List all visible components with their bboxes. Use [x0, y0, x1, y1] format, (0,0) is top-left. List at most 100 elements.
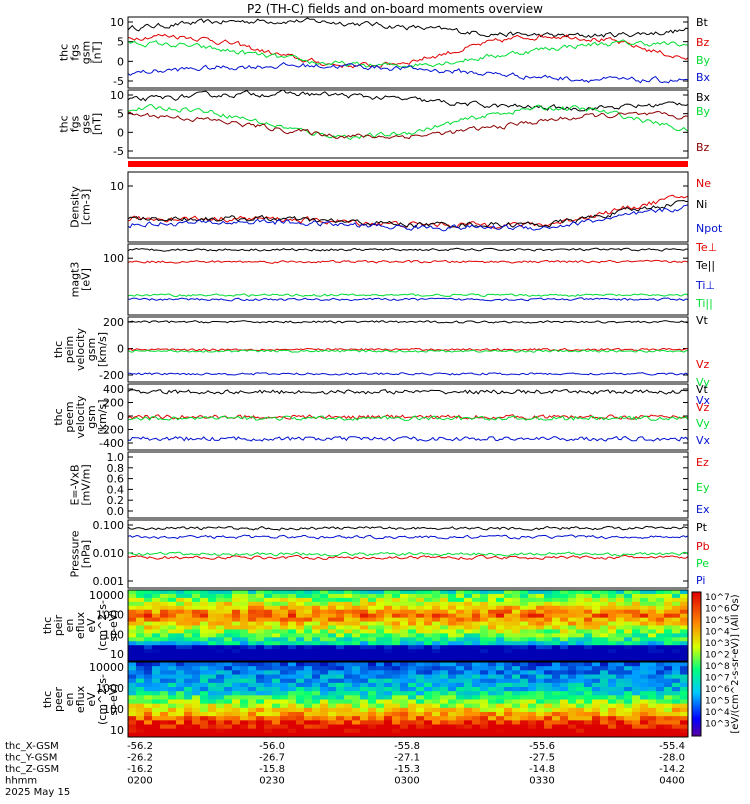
spectrogram-cell	[432, 674, 441, 680]
spectrogram-cell	[376, 687, 385, 692]
spectrogram-cell	[408, 724, 417, 730]
spectrogram-cell	[216, 674, 225, 680]
spectrogram-cell	[488, 645, 497, 650]
spectrogram-cell	[344, 724, 353, 730]
spectrogram-cell	[152, 645, 161, 650]
spectrogram-cell	[392, 645, 401, 650]
spectrogram-cell	[304, 699, 313, 705]
spectrogram-cell	[640, 662, 649, 667]
x-row-label: thc_Z-GSM	[5, 764, 59, 775]
spectrogram-cell	[168, 613, 177, 619]
spectrogram-cell	[504, 649, 513, 654]
spectrogram-cell	[512, 597, 521, 603]
spectrogram-cell	[312, 666, 321, 671]
spectrogram-cell	[520, 682, 529, 688]
spectrogram-cell	[552, 597, 561, 603]
spectrogram-cell	[504, 605, 513, 611]
spectrogram-cell	[552, 625, 561, 630]
spectrogram-cell	[488, 649, 497, 654]
spectrogram-cell	[320, 633, 329, 638]
spectrogram-cell	[400, 666, 409, 671]
spectrogram-cell	[544, 687, 553, 692]
tick-label: 0.6	[107, 473, 125, 486]
spectrogram-cell	[240, 682, 249, 688]
spectrogram-cell	[152, 703, 161, 709]
tick-label: 10000	[89, 661, 124, 674]
spectrogram-cell	[272, 641, 281, 646]
spectrogram-cell	[440, 662, 449, 667]
spectrogram-cell	[592, 629, 601, 634]
spectrogram-cell	[488, 674, 497, 680]
spectrogram-cell	[216, 728, 225, 734]
spectrogram-cell	[520, 720, 529, 725]
spectrogram-cell	[392, 732, 401, 738]
spectrogram-cell	[672, 657, 681, 662]
spectrogram-cell	[296, 657, 305, 662]
spectrogram-cell	[600, 720, 609, 725]
spectrogram-cell	[272, 601, 281, 607]
spectrogram-cell	[560, 695, 569, 700]
spectrogram-cell	[592, 724, 601, 730]
spectrogram-cell	[456, 678, 465, 684]
spectrogram-cell	[592, 695, 601, 700]
spectrogram-cell	[168, 732, 177, 738]
spectrogram-cell	[672, 695, 681, 700]
spectrogram-cell	[280, 649, 289, 654]
spectrogram-cell	[168, 728, 177, 734]
spectrogram-cell	[672, 609, 681, 615]
spectrogram-cell	[416, 732, 425, 738]
spectrogram-cell	[568, 678, 577, 684]
spectrogram-cell	[496, 601, 505, 607]
spectrogram-cell	[672, 597, 681, 603]
spectrogram-cell	[384, 662, 393, 667]
spectrogram-cell	[240, 732, 249, 738]
spectrogram-cell	[632, 605, 641, 611]
spectrogram-cell	[632, 633, 641, 638]
spectrogram-cell	[320, 728, 329, 734]
spectrogram-cell	[576, 703, 585, 709]
tick-label: 100	[103, 252, 124, 265]
spectrogram-cell	[280, 724, 289, 730]
spectrogram-cell	[456, 629, 465, 634]
spectrogram-cell	[544, 691, 553, 696]
spectrogram-cell	[184, 641, 193, 646]
spectrogram-cell	[272, 633, 281, 638]
spectrogram-cell	[520, 695, 529, 700]
spectrogram-cell	[528, 724, 537, 730]
spectrogram-cell	[176, 637, 185, 642]
legend-By: By	[696, 54, 711, 67]
spectrogram-cell	[312, 641, 321, 646]
spectrogram-cell	[248, 662, 257, 667]
spectrogram-cell	[272, 678, 281, 684]
spectrogram-cell	[256, 609, 265, 615]
spectrogram-cell	[320, 687, 329, 692]
spectrogram-cell	[200, 621, 209, 626]
x-row-label: 2025 May 15	[5, 787, 70, 798]
spectrogram-cell	[184, 724, 193, 730]
spectrogram-cell	[168, 712, 177, 717]
spectrogram-cell	[632, 637, 641, 642]
spectrogram-cell	[680, 687, 689, 692]
spectrogram-cell	[416, 699, 425, 705]
spectrogram-cell	[560, 724, 569, 730]
spectrogram-cell	[176, 613, 185, 619]
spectrogram-cell	[360, 621, 369, 626]
spectrogram-cell	[384, 724, 393, 730]
spectrogram-cell	[344, 633, 353, 638]
spectrogram-cell	[584, 629, 593, 634]
spectrogram-cell	[600, 703, 609, 709]
spectrogram-cell	[256, 605, 265, 611]
spectrogram-cell	[168, 649, 177, 654]
spectrogram-cell	[192, 609, 201, 615]
spectrogram-cell	[536, 597, 545, 603]
spectrogram-cell	[536, 657, 545, 662]
spectrogram-cell	[184, 666, 193, 671]
spectrogram-cell	[656, 609, 665, 615]
spectrogram-cell	[216, 629, 225, 634]
spectrogram-cell	[576, 629, 585, 634]
spectrogram-cell	[336, 641, 345, 646]
spectrogram-cell	[488, 641, 497, 646]
spectrogram-cell	[312, 678, 321, 684]
spectrogram-cell	[448, 649, 457, 654]
spectrogram-cell	[504, 645, 513, 650]
